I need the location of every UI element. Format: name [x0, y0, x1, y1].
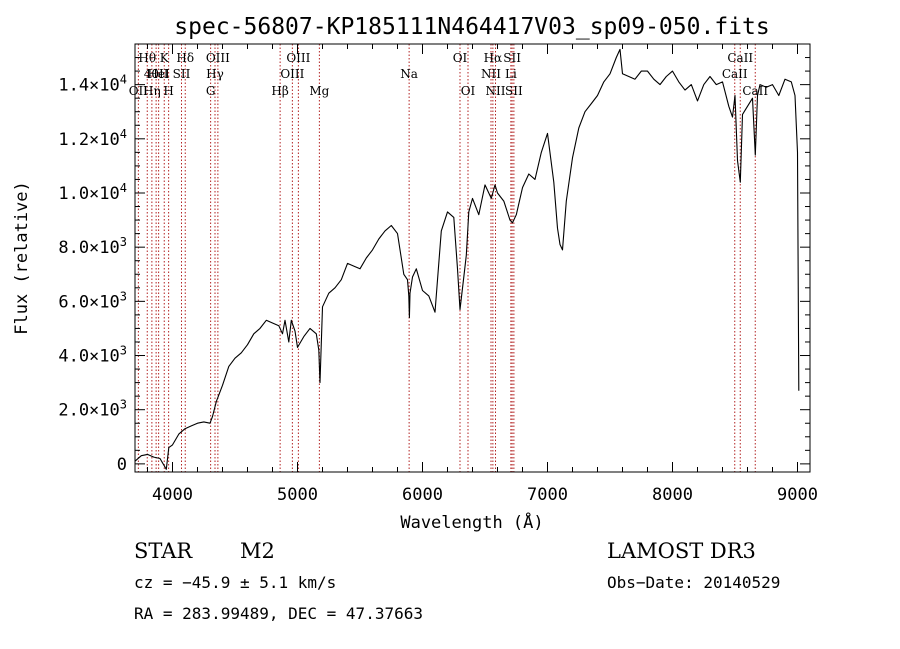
y-tick-label: 1.0×104: [58, 181, 127, 204]
chart-title: spec-56807-KP185111N464417V03_sp09-050.f…: [174, 14, 769, 40]
redshift-velocity: cz = −45.9 ± 5.1 km/s: [134, 573, 337, 592]
line-label-mg: Mg: [309, 84, 329, 98]
line-label-nii: NII: [481, 67, 501, 81]
survey-name: LAMOST DR3: [607, 539, 756, 563]
line-label-nii: NII: [486, 84, 506, 98]
line-label-hη: Hη: [143, 84, 161, 98]
line-label-hδ: Hδ: [176, 51, 194, 65]
line-label-caii: CaII: [727, 51, 753, 65]
x-tick-label: 5000: [277, 485, 318, 505]
x-tick-label: 6000: [402, 485, 443, 505]
x-tick-label: 4000: [152, 485, 193, 505]
x-tick-label: 9000: [777, 485, 818, 505]
y-axis-title: Flux (relative): [12, 181, 32, 335]
line-label-oi: OI: [453, 51, 468, 65]
line-label-h: H: [163, 84, 173, 98]
line-label-sii: SII: [505, 84, 523, 98]
y-tick-label: 4.0×103: [58, 344, 127, 367]
line-label-oiii: OIII: [286, 51, 310, 65]
line-label-g: G: [206, 84, 216, 98]
line-label-hβ: Hβ: [271, 84, 288, 98]
axis-ticks: [135, 44, 810, 472]
y-tick-label: 6.0×103: [58, 289, 127, 312]
spectrum-series-line: [134, 48, 800, 470]
line-label-oiii: OIII: [280, 67, 304, 81]
emission-line-labels: HθOIIHη40IIHeIKHSIIHδGHγOIIIHβOIIIOIIIMg…: [129, 51, 769, 98]
x-tick-label: 7000: [527, 485, 568, 505]
line-label-k: K: [160, 51, 170, 65]
plot-frame: [134, 43, 811, 473]
line-label-hγ: Hγ: [206, 67, 224, 81]
y-tick-label: 2.0×103: [58, 398, 127, 421]
y-tick-label: 0: [117, 455, 127, 475]
observation-date: Obs−Date: 20140529: [607, 573, 781, 592]
line-label-oii: OII: [129, 84, 149, 98]
y-tick-label: 8.0×103: [58, 235, 127, 258]
x-tick-label: 8000: [652, 485, 693, 505]
line-label-hα: Hα: [484, 51, 503, 65]
x-tick-labels: 4000 5000 6000 7000 8000 9000: [152, 485, 818, 505]
line-label-hei: HeI: [147, 67, 170, 81]
coordinates: RA = 283.99489, DEC = 47.37663: [134, 604, 423, 623]
object-class: STAR: [134, 539, 193, 563]
y-tick-label: 1.2×104: [58, 127, 127, 150]
line-label-sii: SII: [503, 51, 521, 65]
emission-line-markers: [137, 44, 756, 472]
y-tick-label: 1.4×104: [58, 73, 127, 96]
line-label-40ii: 40II: [144, 67, 169, 81]
y-tick-labels: 0 2.0×103 4.0×103 6.0×103 8.0×103 1.0×104 1.2×…: [58, 73, 127, 475]
line-label-oiii: OIII: [206, 51, 230, 65]
line-label-oi: OI: [461, 84, 476, 98]
line-label-na: Na: [400, 67, 418, 81]
line-label-caii: CaII: [722, 67, 748, 81]
line-label-li: Li: [505, 67, 517, 81]
line-label-caii: CaII: [742, 84, 768, 98]
object-subclass: M2: [240, 539, 275, 563]
line-label-sii: SII: [173, 67, 191, 81]
x-axis-title: Wavelength (Å): [400, 511, 543, 533]
line-label-hθ: Hθ: [138, 51, 156, 65]
